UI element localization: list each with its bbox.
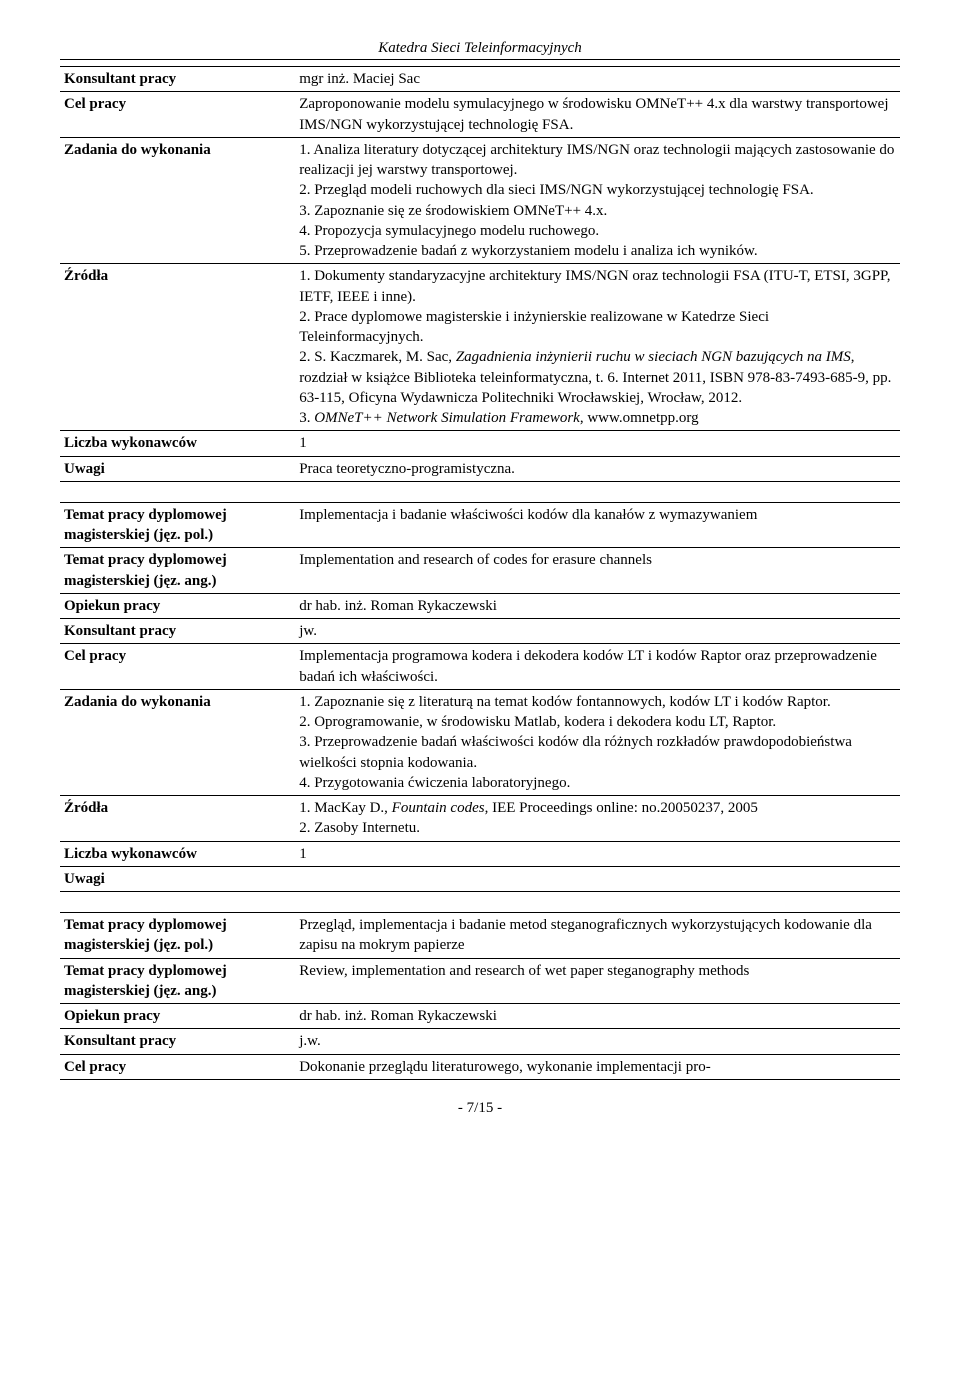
row-value: Review, implementation and research of w…: [295, 958, 900, 1004]
row-value: 1. MacKay D., Fountain codes, IEE Procee…: [295, 796, 900, 842]
row-label: Liczba wykonawców: [60, 841, 295, 866]
table-row: Źródła1. Dokumenty standaryzacyjne archi…: [60, 264, 900, 431]
row-label: Cel pracy: [60, 644, 295, 690]
row-value: dr hab. inż. Roman Rykaczewski: [295, 593, 900, 618]
table-row: Liczba wykonawców1: [60, 841, 900, 866]
row-value: dr hab. inż. Roman Rykaczewski: [295, 1004, 900, 1029]
row-label: Opiekun pracy: [60, 593, 295, 618]
row-value: Przegląd, implementacja i badanie metod …: [295, 913, 900, 959]
table-row: Zadania do wykonania1. Zapoznanie się z …: [60, 689, 900, 795]
row-label: Liczba wykonawców: [60, 431, 295, 456]
table-row: Opiekun pracydr hab. inż. Roman Rykaczew…: [60, 593, 900, 618]
table-row: Liczba wykonawców1: [60, 431, 900, 456]
table-row: Konsultant pracymgr inż. Maciej Sac: [60, 67, 900, 92]
table-row: Cel pracyZaproponowanie modelu symulacyj…: [60, 92, 900, 138]
row-value: Zaproponowanie modelu symulacyjnego w śr…: [295, 92, 900, 138]
row-value: Implementacja programowa kodera i dekode…: [295, 644, 900, 690]
table-row: Uwagi: [60, 866, 900, 891]
row-value: 1: [295, 841, 900, 866]
row-label: Zadania do wykonania: [60, 137, 295, 264]
table-row: Źródła1. MacKay D., Fountain codes, IEE …: [60, 796, 900, 842]
row-label: Temat pracy dyplomowej magisterskiej (ję…: [60, 502, 295, 548]
thesis-table-2: Temat pracy dyplomowej magisterskiej (ję…: [60, 502, 900, 892]
table-row: Konsultant pracyjw.: [60, 619, 900, 644]
row-label: Cel pracy: [60, 92, 295, 138]
row-label: Zadania do wykonania: [60, 689, 295, 795]
row-label: Źródła: [60, 796, 295, 842]
table-row: Temat pracy dyplomowej magisterskiej (ję…: [60, 502, 900, 548]
table-row: Temat pracy dyplomowej magisterskiej (ję…: [60, 913, 900, 959]
row-value: 1: [295, 431, 900, 456]
row-value: [295, 866, 900, 891]
row-label: Konsultant pracy: [60, 67, 295, 92]
table-row: UwagiPraca teoretyczno-programistyczna.: [60, 456, 900, 481]
row-label: Konsultant pracy: [60, 619, 295, 644]
table-row: Opiekun pracydr hab. inż. Roman Rykaczew…: [60, 1004, 900, 1029]
row-value: 1. Zapoznanie się z literaturą na temat …: [295, 689, 900, 795]
row-value: j.w.: [295, 1029, 900, 1054]
row-value: 1. Dokumenty standaryzacyjne architektur…: [295, 264, 900, 431]
table-row: Temat pracy dyplomowej magisterskiej (ję…: [60, 958, 900, 1004]
thesis-table-1: Konsultant pracymgr inż. Maciej SacCel p…: [60, 66, 900, 482]
row-label: Temat pracy dyplomowej magisterskiej (ję…: [60, 548, 295, 594]
row-label: Uwagi: [60, 456, 295, 481]
row-label: Uwagi: [60, 866, 295, 891]
table-row: Konsultant pracyj.w.: [60, 1029, 900, 1054]
row-value: 1. Analiza literatury dotyczącej archite…: [295, 137, 900, 264]
page-header: Katedra Sieci Teleinformacyjnych: [60, 40, 900, 60]
row-value: Dokonanie przeglądu literaturowego, wyko…: [295, 1054, 900, 1079]
table-row: Cel pracyDokonanie przeglądu literaturow…: [60, 1054, 900, 1079]
table-row: Zadania do wykonania1. Analiza literatur…: [60, 137, 900, 264]
thesis-table-3: Temat pracy dyplomowej magisterskiej (ję…: [60, 912, 900, 1080]
row-label: Źródła: [60, 264, 295, 431]
row-label: Opiekun pracy: [60, 1004, 295, 1029]
table-row: Cel pracyImplementacja programowa kodera…: [60, 644, 900, 690]
row-value: Implementacja i badanie właściwości kodó…: [295, 502, 900, 548]
row-label: Cel pracy: [60, 1054, 295, 1079]
row-value: Praca teoretyczno-programistyczna.: [295, 456, 900, 481]
row-label: Temat pracy dyplomowej magisterskiej (ję…: [60, 958, 295, 1004]
page-footer: - 7/15 -: [60, 1100, 900, 1117]
table-row: Temat pracy dyplomowej magisterskiej (ję…: [60, 548, 900, 594]
row-value: mgr inż. Maciej Sac: [295, 67, 900, 92]
row-label: Temat pracy dyplomowej magisterskiej (ję…: [60, 913, 295, 959]
row-value: jw.: [295, 619, 900, 644]
row-value: Implementation and research of codes for…: [295, 548, 900, 594]
row-label: Konsultant pracy: [60, 1029, 295, 1054]
